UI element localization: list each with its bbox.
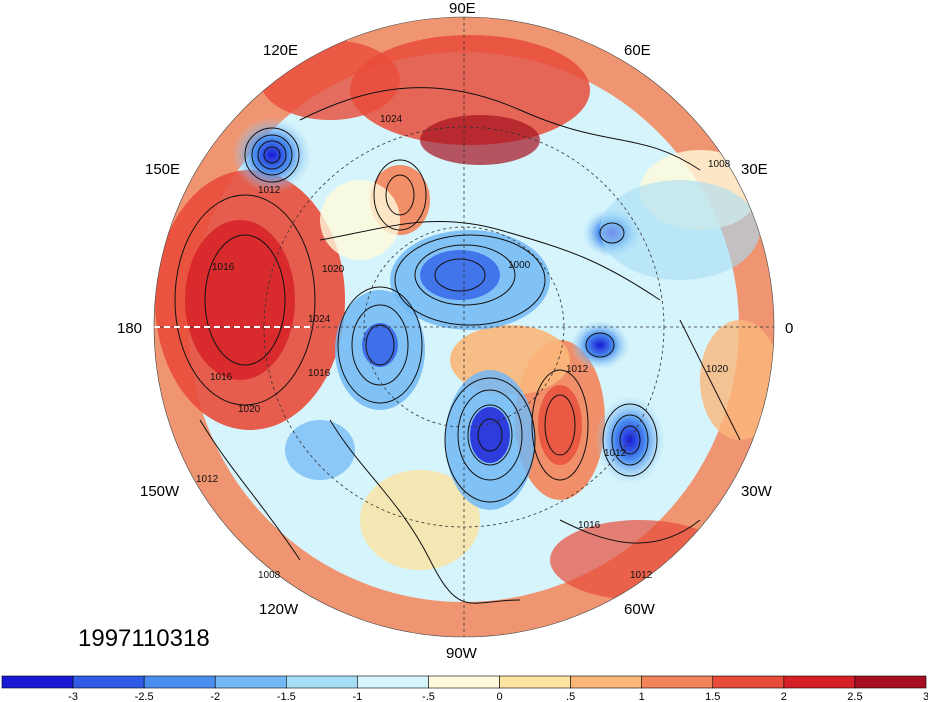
lon-label-150e: 150E: [145, 161, 180, 178]
colorbar-tick-label: 2.5: [847, 691, 862, 702]
colorbar-tick-label: -1.5: [277, 691, 296, 702]
colorbar-tick-label: -2.5: [135, 691, 154, 702]
lon-label-0: 0: [785, 320, 793, 337]
colorbar-tick-label: -2: [210, 691, 220, 702]
colorbar-swatch: [143, 675, 216, 689]
isobar-label: 1020: [706, 364, 729, 375]
isobar-label: 1012: [630, 570, 653, 581]
lon-label-60e: 60E: [624, 42, 651, 59]
colorbar-swatch: [499, 675, 571, 689]
isobar-label: 1012: [604, 448, 627, 459]
lon-label-90e: 90E: [449, 0, 476, 17]
colorbar-tick-label: 1: [639, 691, 645, 702]
lon-label-180: 180: [117, 320, 142, 337]
colorbar-tick-label: 0: [496, 691, 502, 702]
colorbar-tick-label: -1: [352, 691, 362, 702]
lon-label-120e: 120E: [263, 42, 298, 59]
colorbar-swatch: [214, 675, 287, 689]
colorbar-tick-label: 2: [781, 691, 787, 702]
lon-label-120w: 120W: [259, 601, 299, 618]
colorbar-swatch: [641, 675, 714, 689]
colorbar-tick-label: 1.5: [705, 691, 720, 702]
isobar-label: 1016: [212, 262, 235, 273]
colorbar: -3 -2.5 -2 -1.5 -1 -.5 0 .5 1 1.5 2 2.5 3: [1, 675, 928, 702]
colorbar-tick-label: 3: [923, 691, 928, 702]
isobar-label: 1008: [708, 159, 731, 170]
isobar-label: 1008: [258, 570, 281, 581]
lon-label-90w: 90W: [446, 645, 478, 662]
colorbar-swatch: [783, 675, 856, 689]
isobar-label: 1000: [508, 260, 531, 271]
isobar-label: 1016: [210, 372, 233, 383]
lon-label-30w: 30W: [741, 483, 773, 500]
isobar-label: 1020: [238, 404, 261, 415]
anomaly-field: [155, 35, 774, 600]
isobar-label: 1024: [308, 314, 331, 325]
isobar-contours: [174, 87, 741, 604]
colorbar-swatch: [357, 675, 429, 689]
colorbar-tick-label: .5: [566, 691, 575, 702]
colorbar-swatch: [72, 675, 145, 689]
colorbar-swatch: [428, 675, 500, 689]
colorbar-tick-label: -3: [68, 691, 78, 702]
colorbar-swatch: [1, 675, 74, 689]
lon-label-150w: 150W: [140, 483, 180, 500]
polar-map: [154, 17, 774, 637]
colorbar-tick-label: -.5: [422, 691, 435, 702]
isobar-label: 1012: [258, 185, 281, 196]
isobar-label: 1012: [566, 364, 589, 375]
lon-label-30e: 30E: [741, 161, 768, 178]
isobar-label: 1016: [578, 520, 601, 531]
longitude-labels: 90E 60E 30E 0 30W 60W 90W 120W 150W 180 …: [117, 0, 793, 662]
isobar-label: 1024: [380, 114, 403, 125]
colorbar-swatch: [712, 675, 785, 689]
isobar-label: 1012: [196, 474, 219, 485]
isobar-label: 1020: [322, 264, 345, 275]
timestamp-label: 1997110318: [78, 625, 210, 652]
isobar-value-labels: 1024 1012 1008 1016 1020 1024 1000 1012 …: [196, 114, 731, 581]
colorbar-swatch: [286, 675, 358, 689]
isobar-label: 1016: [308, 368, 331, 379]
lon-label-60w: 60W: [624, 601, 656, 618]
map-border: [153, 16, 775, 638]
colorbar-swatch: [570, 675, 642, 689]
colorbar-swatch: [854, 675, 927, 689]
